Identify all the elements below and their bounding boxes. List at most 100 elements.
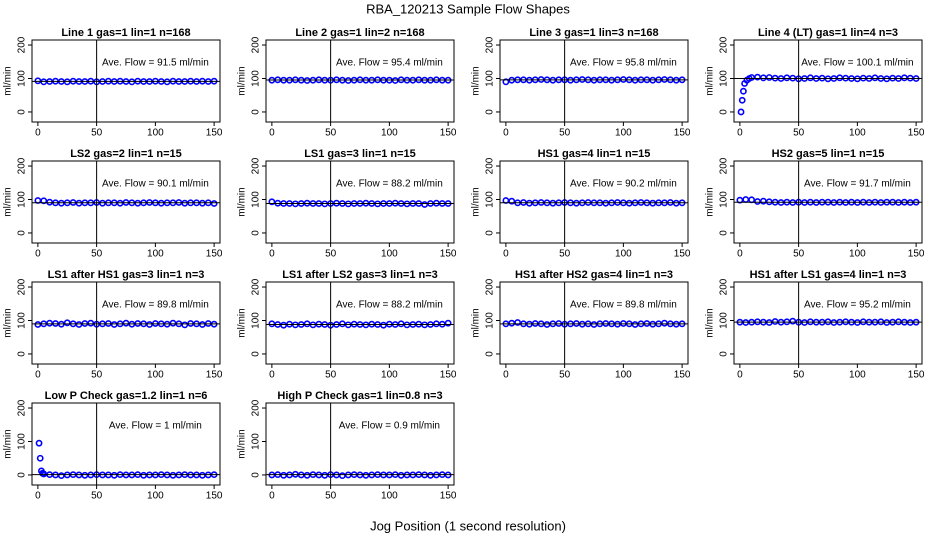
mean-annotation: Ave. Flow = 95.4 ml/min: [336, 58, 443, 69]
plot-frame: [733, 281, 923, 365]
panel-title: High P Check gas=1 lin=0.8 n=3: [277, 390, 442, 402]
x-tick-label: 100: [147, 249, 164, 260]
y-tick-label: 100: [17, 191, 28, 208]
data-point: [87, 319, 95, 327]
panel-title: LS1 after HS1 gas=3 lin=1 n=3: [48, 269, 205, 281]
panel: Line 1 gas=1 lin=1 n=168 ml/min 0 100 200 0 50…: [3, 27, 223, 139]
x-tick-label: 0: [269, 370, 275, 381]
y-axis-label: ml/min: [237, 66, 248, 95]
mean-annotation: Ave. Flow = 90.1 ml/min: [102, 179, 209, 190]
panel-title: LS1 gas=3 lin=1 n=15: [304, 148, 416, 160]
x-tick-label: 150: [206, 370, 223, 381]
x-tick-label: 150: [908, 370, 925, 381]
plot-frame: [265, 281, 455, 365]
panel-title: Line 2 gas=1 lin=2 n=168: [295, 27, 424, 39]
data-point: [181, 321, 189, 329]
y-tick-label: 0: [719, 230, 730, 236]
data-point: [397, 320, 405, 328]
data-point: [75, 321, 83, 328]
data-point: [738, 96, 746, 104]
x-tick-label: 150: [440, 370, 457, 381]
x-tick-label: 100: [615, 128, 632, 139]
panel-title: HS1 after LS1 gas=4 lin=1 n=3: [750, 269, 907, 281]
y-tick-label: 0: [251, 230, 262, 236]
data-point: [303, 320, 311, 328]
panel: HS2 gas=5 lin=1 n=15 ml/min 0 100 200 0 50 100 1…: [705, 148, 925, 260]
x-tick-label: 0: [737, 249, 743, 260]
x-tick-label: 100: [615, 370, 632, 381]
data-point: [502, 78, 510, 86]
y-axis-label: ml/min: [705, 66, 716, 95]
mean-annotation: Ave. Flow = 0.9 ml/min: [339, 421, 440, 432]
panel: Line 2 gas=1 lin=2 n=168 ml/min 0 100 200 0 50…: [237, 27, 457, 139]
plot-frame: [265, 402, 455, 486]
y-tick-label: 0: [17, 109, 28, 115]
y-axis-label: ml/min: [3, 66, 14, 95]
panel: Line 4 (LT) gas=1 lin=4 n=3 ml/min 0 100 200…: [705, 27, 925, 139]
x-tick-label: 50: [325, 370, 337, 381]
y-tick-label: 200: [17, 278, 28, 295]
x-tick-label: 50: [325, 249, 337, 260]
y-tick-label: 100: [17, 433, 28, 450]
x-tick-label: 0: [737, 370, 743, 381]
x-tick-label: 150: [440, 249, 457, 260]
panel: LS2 gas=2 lin=1 n=15 ml/min 0 100 200 0 50 100 1…: [3, 148, 223, 260]
x-tick-label: 50: [91, 491, 103, 502]
y-tick-label: 100: [485, 70, 496, 87]
plot-frame: [499, 281, 689, 365]
y-tick-label: 100: [719, 70, 730, 87]
y-tick-label: 100: [251, 312, 262, 329]
y-tick-label: 200: [485, 157, 496, 174]
y-tick-label: 0: [251, 109, 262, 115]
x-tick-label: 50: [559, 128, 571, 139]
mean-annotation: Ave. Flow = 89.8 ml/min: [570, 300, 677, 311]
plot-frame: [31, 402, 221, 486]
y-axis-label: ml/min: [471, 308, 482, 337]
mean-annotation: Ave. Flow = 91.7 ml/min: [804, 179, 911, 190]
x-tick-label: 150: [440, 128, 457, 139]
data-point: [380, 321, 387, 329]
data-point: [280, 321, 288, 329]
x-tick-label: 50: [91, 249, 103, 260]
mean-annotation: Ave. Flow = 95.2 ml/min: [804, 300, 911, 311]
mean-annotation: Ave. Flow = 88.2 ml/min: [336, 300, 443, 311]
y-tick-label: 0: [251, 351, 262, 357]
data-point: [444, 319, 452, 327]
panel-title: Low P Check gas=1.2 lin=1 n=6: [45, 390, 208, 402]
panel-title: LS2 gas=2 lin=1 n=15: [70, 148, 182, 160]
data-point: [34, 77, 42, 85]
x-axis-label: Jog Position (1 second resolution): [370, 518, 566, 533]
x-tick-label: 50: [325, 491, 337, 502]
data-point: [35, 439, 43, 447]
panel-title: Line 3 gas=1 lin=3 n=168: [529, 27, 658, 39]
plot-frame: [499, 39, 689, 123]
plot-frame: [265, 160, 455, 244]
x-tick-label: 100: [381, 491, 398, 502]
panel-title: Line 4 (LT) gas=1 lin=4 n=3: [758, 27, 898, 39]
x-tick-label: 150: [674, 249, 691, 260]
x-tick-label: 150: [908, 128, 925, 139]
x-tick-label: 100: [615, 249, 632, 260]
x-tick-label: 100: [147, 128, 164, 139]
x-tick-label: 0: [35, 370, 41, 381]
data-point: [268, 198, 276, 206]
data-point: [36, 454, 44, 462]
panel-title: HS1 after HS2 gas=4 lin=1 n=3: [515, 269, 673, 281]
x-tick-label: 100: [381, 249, 398, 260]
mean-annotation: Ave. Flow = 95.8 ml/min: [570, 58, 677, 69]
y-tick-label: 100: [17, 312, 28, 329]
mean-annotation: Ave. Flow = 88.2 ml/min: [336, 179, 443, 190]
y-tick-label: 0: [17, 230, 28, 236]
y-tick-label: 200: [719, 157, 730, 174]
data-point: [737, 108, 745, 116]
y-tick-label: 200: [485, 278, 496, 295]
y-tick-label: 100: [251, 70, 262, 87]
plot-frame: [31, 281, 221, 365]
plot-frame: [733, 39, 923, 123]
x-tick-label: 100: [849, 249, 866, 260]
x-tick-label: 150: [206, 128, 223, 139]
y-tick-label: 100: [251, 191, 262, 208]
mean-annotation: Ave. Flow = 1 ml/min: [109, 421, 202, 432]
data-point: [63, 319, 71, 327]
x-tick-label: 0: [35, 249, 41, 260]
